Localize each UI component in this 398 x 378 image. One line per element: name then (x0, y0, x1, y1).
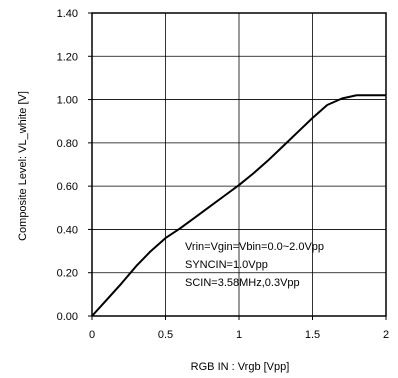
series-line (91, 94, 386, 317)
annotations: Vrin=Vgin=Vbin=0.0~2.0Vpp SYNCIN=1.0Vpp SC… (185, 241, 324, 289)
y-tick-label: 0.40 (57, 224, 78, 236)
annotation-text: SCIN=3.58MHz,0.3Vpp (185, 277, 300, 289)
y-tick-label: 1.20 (57, 51, 78, 63)
series-layer (91, 94, 386, 317)
x-tick-label: 0 (89, 329, 95, 341)
y-axis-label: Composite Level: VL_white [V] (17, 91, 29, 241)
x-tick-label: 0.5 (158, 329, 173, 341)
y-tick-label: 0.80 (57, 138, 78, 150)
annotation-text: SYNCIN=1.0Vpp (185, 259, 268, 271)
x-tick-label: 1 (236, 329, 242, 341)
annotation-text: Vrin=Vgin=Vbin=0.0~2.0Vpp (185, 241, 324, 253)
x-tick-label: 1.5 (305, 329, 320, 341)
x-tick-label: 2 (383, 329, 389, 341)
ticks: 0 0.5 1 1.5 2 0.00 0.20 0.40 0.60 0.80 1.00 1.20 1.4… (57, 8, 389, 341)
y-tick-label: 0.60 (57, 181, 78, 193)
y-tick-label: 0.00 (57, 311, 78, 323)
y-tick-label: 0.20 (57, 268, 78, 280)
y-tick-label: 1.00 (57, 95, 78, 107)
x-axis-label: RGB IN : Vrgb [Vpp] (191, 361, 290, 373)
y-tick-label: 1.40 (57, 8, 78, 20)
